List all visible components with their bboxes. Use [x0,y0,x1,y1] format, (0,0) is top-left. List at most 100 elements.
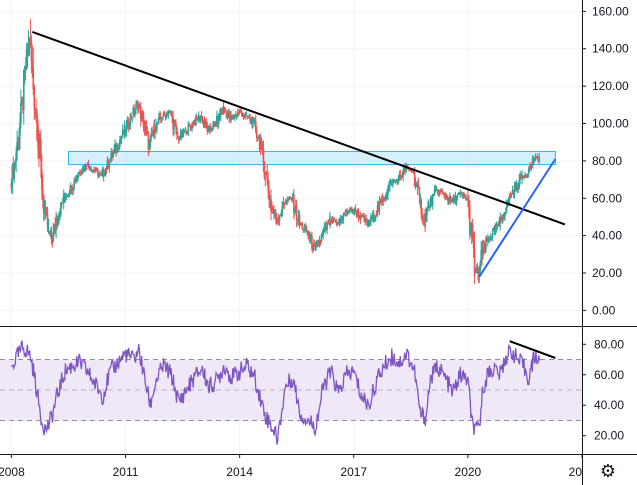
candle-body [537,158,540,162]
candle-body [446,195,448,199]
candle-body [151,133,153,136]
candle-body [164,114,167,118]
candle-body [138,106,141,108]
candle-body [204,121,207,125]
candle-body [252,118,254,126]
candle-body [175,123,177,128]
candle-body [263,162,266,178]
candle-body [494,226,497,231]
candle-body [420,200,423,215]
candle-body [468,200,470,205]
candle-body [115,144,117,152]
candle-body [173,121,175,130]
candle-body [142,115,145,129]
candle-body [111,152,114,158]
candle-body [225,111,228,117]
candle-body [441,191,444,193]
candle-body [306,230,308,232]
candle-body [488,238,490,240]
candle-body [118,147,120,150]
candle-body [183,130,186,134]
candle-body [299,224,302,226]
candle-body [533,159,536,161]
candle-body [235,115,237,118]
rsi-tick-label: 40.00 [594,398,624,412]
candle-body [375,213,378,216]
candle-body [493,226,496,232]
candle-body [216,116,219,125]
candle-body [153,124,155,134]
candle-body [371,213,374,220]
candle-body [240,111,243,114]
candle-body [370,216,372,223]
candle-body [245,112,248,114]
candle-body [272,208,274,211]
candle-body [152,133,154,136]
candle-body [43,210,46,214]
price-tick-label: 100.00 [592,116,629,130]
candle-body [456,194,459,198]
candle-body [137,103,139,110]
gear-icon[interactable]: ⚙ [599,461,617,482]
candle-body [11,165,14,189]
candle-body [320,235,323,242]
candle-body [358,215,361,219]
candle-body [318,240,321,245]
candle-body [452,197,455,202]
candle-body [450,200,453,202]
candle-body [28,42,31,45]
rsi-axis-labels: 80.00 60.00 40.00 20.00 [582,337,624,443]
candle-body [332,219,335,222]
candle-body [304,226,307,228]
candle-body [317,241,320,245]
candle-body [423,213,425,219]
candle-body [174,121,176,124]
candle-body [180,131,183,137]
candle-body [238,111,241,113]
candle-body [399,174,402,178]
candle-body [61,202,64,204]
price-trendlines [31,30,566,278]
candle-body [22,108,24,110]
candle-body [401,176,404,178]
rsi-tick-label: 60.00 [594,368,624,382]
candle-body [122,130,125,134]
candle-body [512,190,515,196]
candle-body [425,215,427,221]
candle-body [96,168,98,170]
candle-body [458,192,461,194]
candle-body [499,216,502,225]
candle-body [312,248,314,251]
candle-body [268,191,270,201]
candle-body [468,204,471,234]
candle-body [50,231,53,240]
candle-body [410,169,412,172]
candle-body [510,193,513,195]
candle-body [321,233,324,236]
candle-body [224,110,227,112]
candle-body [430,197,433,206]
candle-body [208,126,211,131]
candle-body [165,114,168,118]
candle-body [397,177,400,184]
candle-body [412,170,415,173]
candle-body [222,105,225,113]
candle-body [313,243,316,246]
candle-body [89,169,92,170]
candle-body [293,194,295,213]
candle-body [344,212,347,214]
candle-body [64,197,67,199]
candle-body [289,196,291,198]
candle-body [300,224,303,226]
candle-body [92,169,94,171]
candle-body [528,165,531,169]
candle-body [315,242,318,246]
candle-body [108,164,111,168]
candle-body [454,195,457,203]
candle-body [146,130,149,133]
candle-body [282,201,285,204]
candle-body [98,173,100,176]
candle-body [112,152,114,158]
candle-body [179,131,182,138]
